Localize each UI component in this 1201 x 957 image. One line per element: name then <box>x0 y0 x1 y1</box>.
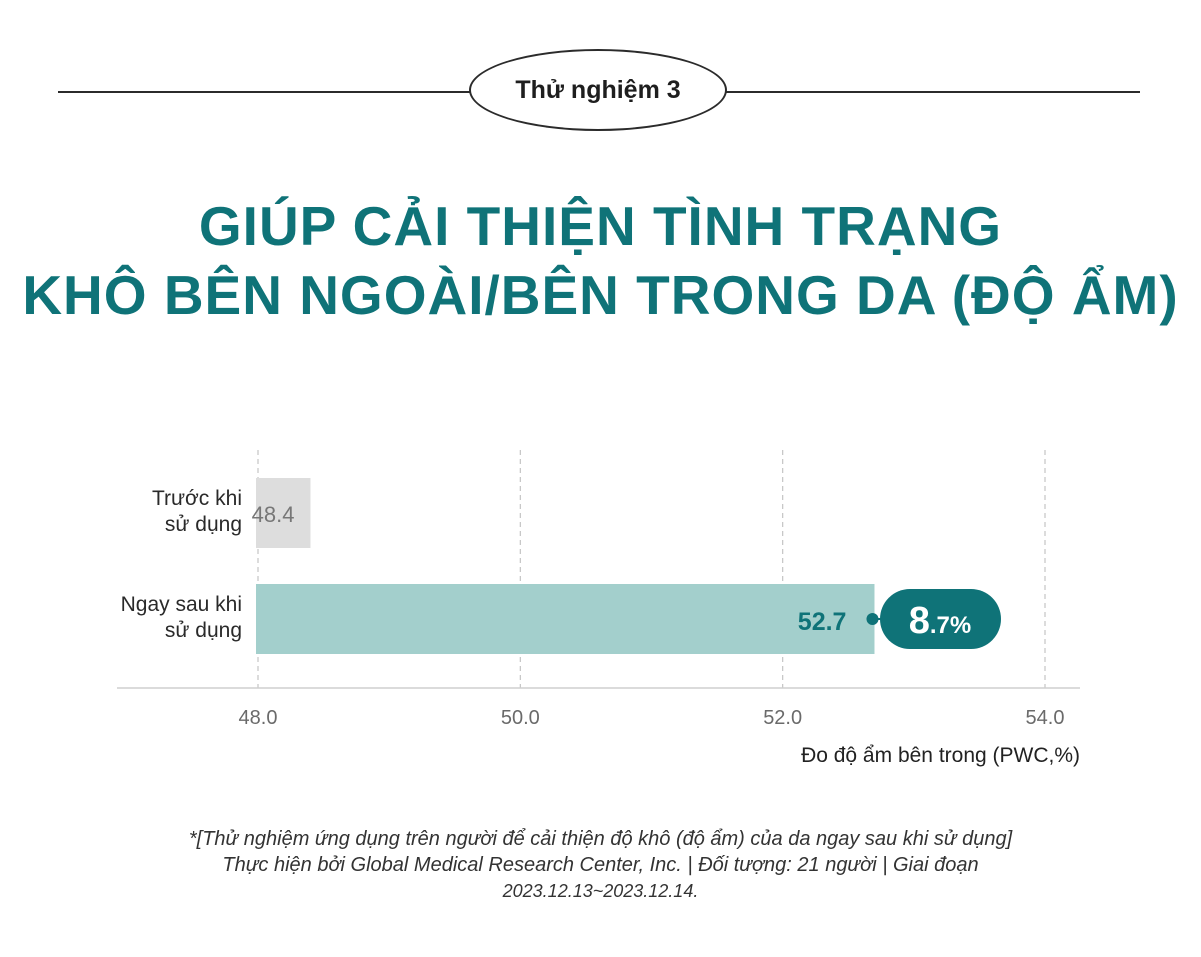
tick-label-0: 48.0 <box>239 707 278 729</box>
test-badge: Thử nghiệm 3 <box>469 49 727 131</box>
footnote-line-3: 2023.12.13~2023.12.14. <box>502 881 699 901</box>
change-badge <box>880 589 1001 649</box>
header-rule-left <box>58 91 472 93</box>
headline-line-1: GIÚP CẢI THIỆN TÌNH TRẠNG <box>198 195 1003 257</box>
value-label-1: 52.7 <box>798 608 847 636</box>
category-label-1: Ngay sau khi sử dụng <box>121 593 242 642</box>
category-label-0: Trước khi sử dụng <box>152 487 242 536</box>
footnote-line-2: Thực hiện bởi Global Medical Research Ce… <box>222 854 979 876</box>
footnote-line-1: *[Thử nghiệm ứng dụng trên người để cải … <box>188 828 1013 850</box>
headline-line-2: KHÔ BÊN NGOÀI/BÊN TRONG DA (ĐỘ ẨM) <box>22 264 1179 326</box>
bar-1 <box>256 584 875 654</box>
test-badge-label: Thử nghiệm 3 <box>515 75 681 104</box>
x-axis-title: Đo độ ẩm bên trong (PWC,%) <box>801 744 1080 767</box>
tick-label-3: 54.0 <box>1026 707 1065 729</box>
value-label-0: 48.4 <box>252 502 295 527</box>
tick-label-1: 50.0 <box>501 707 540 729</box>
change-badge-text: 8.7% <box>909 600 972 642</box>
header-rule-right <box>726 91 1140 93</box>
annotation-dot <box>866 613 879 625</box>
tick-label-2: 52.0 <box>763 707 802 729</box>
bar-0 <box>256 478 311 548</box>
moisture-bar-chart: Trước khi sử dụng Ngay sau khi sử dụng 48.4 5… <box>117 450 1080 767</box>
